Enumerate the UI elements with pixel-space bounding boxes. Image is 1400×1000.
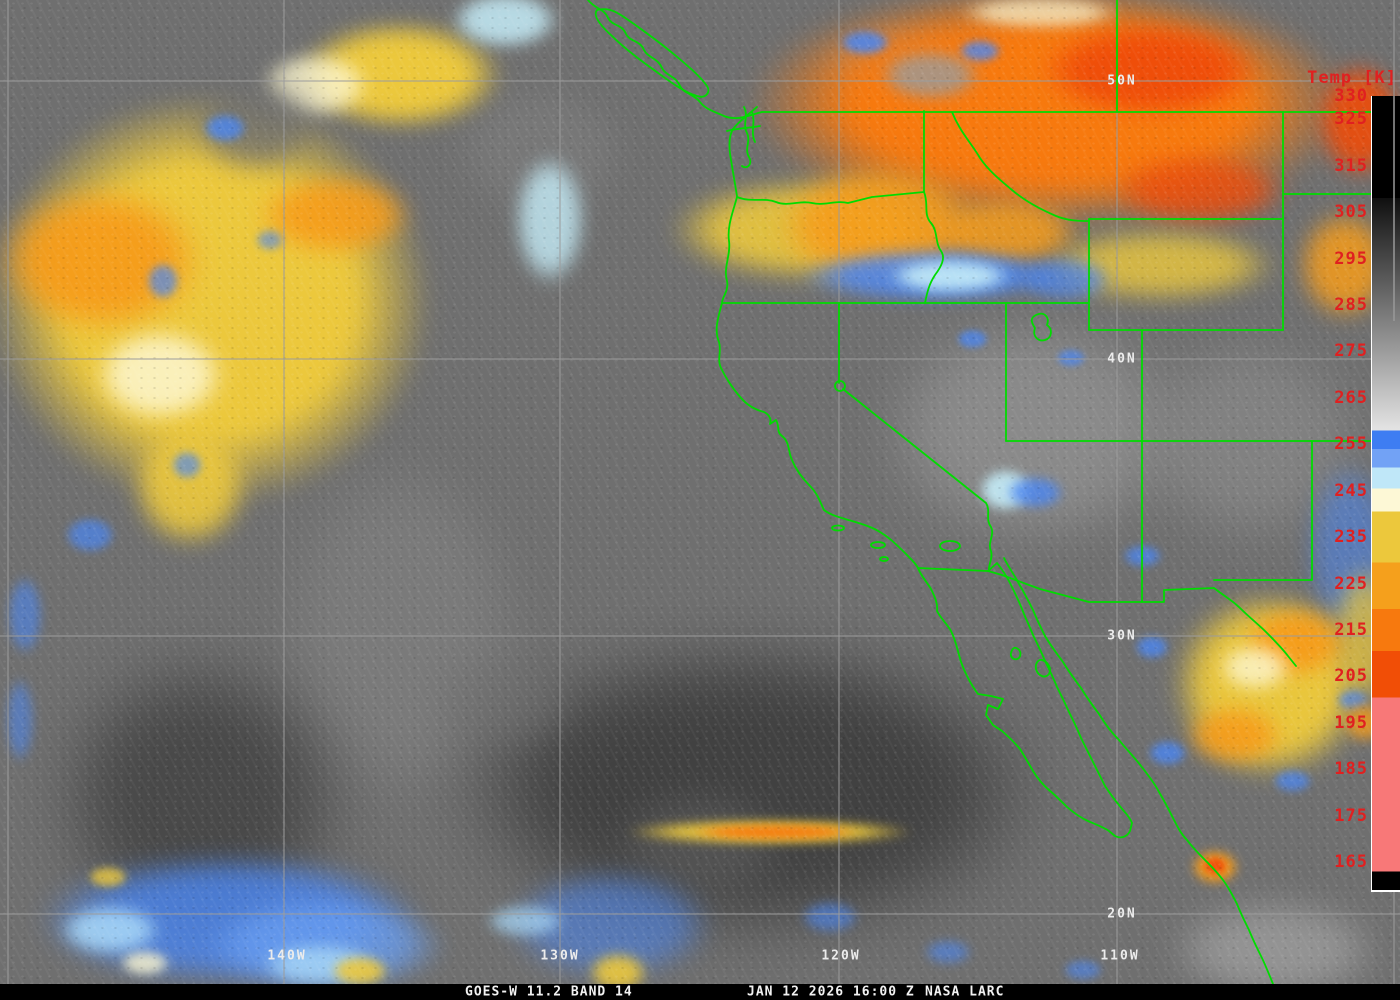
rio-grande	[1213, 587, 1297, 667]
us-mexico-border	[917, 567, 1215, 603]
puget-sound	[726, 106, 761, 169]
cloud-blob	[80, 862, 136, 892]
lon-label: 140W	[267, 948, 307, 964]
channel-island-4	[939, 540, 961, 552]
cloud-blob	[1000, 248, 1130, 310]
colorbar-tick-label: 315	[1334, 155, 1368, 176]
cloud-blob	[110, 945, 180, 981]
colorbar-tick-label: 215	[1334, 619, 1368, 640]
cloud-blob	[55, 510, 125, 560]
id-mt-border	[951, 111, 1090, 222]
cloud-blob	[1050, 345, 1092, 371]
cloud-blob	[1265, 765, 1320, 797]
cloud-blob	[790, 895, 870, 939]
lake-tahoe	[834, 380, 846, 392]
caption-credit: NASA LARC	[925, 984, 1005, 1000]
colorbar-tick-label: 305	[1334, 202, 1368, 223]
cloud-blob	[0, 660, 40, 780]
channel-island-3	[879, 556, 889, 562]
cloud-blob	[1205, 635, 1305, 700]
cloud-blob	[165, 445, 209, 485]
great-salt-lake	[1030, 312, 1052, 342]
ca-nv-border	[838, 302, 994, 572]
channel-island-2	[870, 541, 886, 549]
cloud-blob	[470, 898, 580, 944]
cloud-blob	[950, 325, 995, 353]
ca-coast	[715, 302, 919, 569]
lon-label: 120W	[821, 948, 861, 964]
colorbar-gradient	[1371, 96, 1400, 892]
cloud-blob	[400, 630, 600, 770]
caption-datetime: JAN 12 2026 16:00 Z	[747, 984, 915, 1000]
lat-label: 20N	[1107, 906, 1137, 922]
cloud-blob	[500, 130, 600, 310]
lat-label: 50N	[1107, 73, 1137, 89]
cloud-blob	[1140, 735, 1195, 771]
cloud-blob	[1055, 955, 1111, 985]
wa-coast	[728, 106, 758, 197]
caption-product: GOES-W 11.2 BAND 14	[465, 984, 633, 1000]
lon-label: 110W	[1100, 948, 1140, 964]
cloud-blob	[915, 935, 981, 969]
colorbar-tick-label: 295	[1334, 248, 1368, 269]
colorbar-tick-label: 195	[1334, 712, 1368, 733]
gridline-100w-overlay	[1393, 96, 1395, 321]
colorbar-tick-label: 245	[1334, 480, 1368, 501]
mexico-mainland-coast	[1003, 557, 1278, 1000]
cloud-blob	[930, 0, 1150, 35]
nm-tx-border	[1213, 440, 1313, 581]
lat-label: 40N	[1107, 351, 1137, 367]
colorbar-tick-label: 255	[1334, 434, 1368, 455]
cloud-blob	[140, 255, 186, 307]
cloud-blob	[660, 822, 890, 842]
colorbar-tick-label: 330	[1334, 86, 1368, 106]
lat-label: 30N	[1107, 628, 1137, 644]
cloud-blob	[1170, 695, 1300, 775]
vancouver-island	[594, 8, 710, 98]
or-id-border	[923, 191, 944, 304]
colorbar-tick-label: 235	[1334, 527, 1368, 548]
colorbar-tick-label: 175	[1334, 805, 1368, 826]
cloud-blob	[1130, 880, 1400, 1000]
cloud-blob	[195, 108, 255, 148]
lon-label: 130W	[540, 948, 580, 964]
caption-bar: GOES-W 11.2 BAND 14 JAN 12 2026 16:00 Z NA…	[0, 984, 1400, 1000]
colorbar-tick-label: 325	[1334, 109, 1368, 130]
cloud-blob	[995, 470, 1075, 515]
cloud-blob	[1198, 853, 1232, 879]
isla-angel	[1009, 646, 1022, 661]
colorbar-tick-label: 205	[1334, 666, 1368, 687]
colorbar-title: Temp [K]	[1307, 68, 1397, 88]
cloud-blob	[250, 225, 290, 255]
wa-or-border	[736, 191, 925, 205]
bc-coastline	[587, 0, 763, 119]
colorbar-tick-label: 285	[1334, 294, 1368, 315]
cloud-blob	[110, 400, 270, 570]
channel-island-1	[831, 524, 845, 532]
isla-tiburon	[1034, 658, 1051, 678]
colorbar-tick-label: 225	[1334, 573, 1368, 594]
cloud-blob	[860, 40, 1000, 110]
colorbar-tick-label: 275	[1334, 341, 1368, 362]
or-coast	[721, 196, 738, 304]
colorbar-tick-label: 165	[1334, 852, 1368, 873]
colorbar-tick-label: 265	[1334, 387, 1368, 408]
colorbar-tick-label: 185	[1334, 759, 1368, 780]
